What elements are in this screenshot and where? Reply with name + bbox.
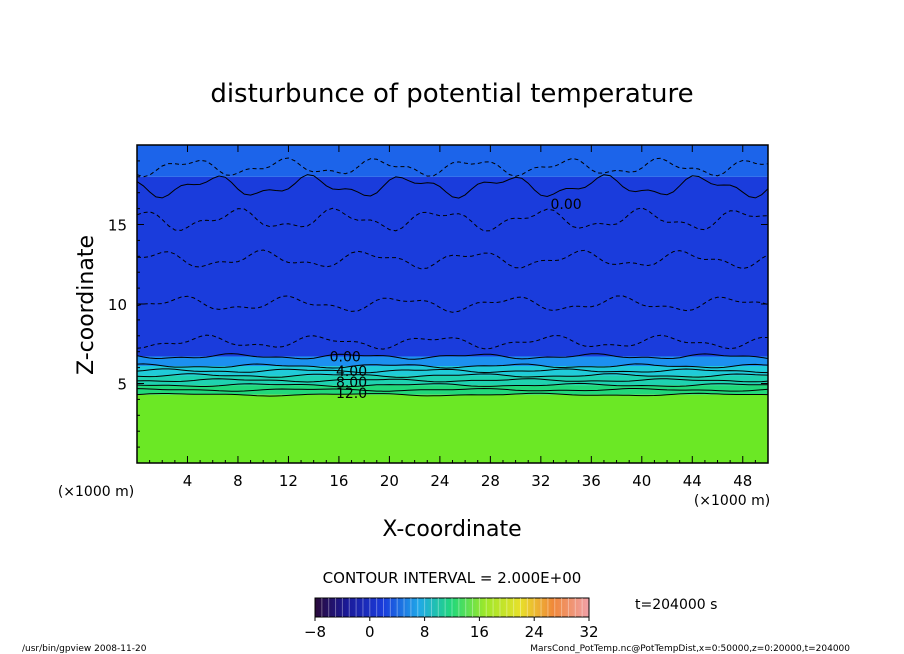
y-tick-label-2: 15 — [108, 217, 127, 235]
field-layer — [137, 145, 768, 463]
field-band-0 — [137, 394, 768, 463]
field-band-4 — [137, 356, 768, 367]
x-tick-label-5: 24 — [430, 472, 449, 490]
field-band-5 — [137, 176, 768, 357]
contour-layer — [137, 157, 768, 397]
chart-title: disturbunce of potential temperature — [210, 79, 693, 109]
contour-label-0: 0.00 — [330, 349, 361, 365]
colorbar-axis: −8 0 8 16 24 32 — [304, 617, 599, 641]
field-band-2 — [137, 375, 768, 386]
footer-left: /usr/bin/gpview 2008-11-20 — [22, 644, 147, 654]
colorbar — [314, 597, 590, 618]
contour-line-9 — [137, 295, 768, 313]
contour-line-11 — [137, 207, 768, 232]
time-label: t=204000 s — [635, 597, 717, 613]
contour-interval-label: CONTOUR INTERVAL = 2.000E+00 — [323, 569, 582, 587]
colorbar-tick-label-5: 32 — [579, 623, 598, 641]
contour-line-0 — [137, 392, 768, 397]
x-tick-label-4: 20 — [380, 472, 399, 490]
x-axis: 4 8 12 16 20 24 28 32 36 40 44 48 — [149, 145, 756, 490]
x-tick-label-10: 44 — [683, 472, 702, 490]
contour-line-10 — [137, 249, 768, 270]
x-tick-label-1: 8 — [233, 472, 243, 490]
contour-line-13 — [137, 157, 768, 178]
field-band-6 — [137, 145, 768, 177]
x-tick-label-11: 48 — [733, 472, 752, 490]
x-tick-label-6: 28 — [481, 472, 500, 490]
x-tick-label-7: 32 — [531, 472, 550, 490]
contour-line-5 — [137, 368, 768, 374]
x-tick-label-3: 16 — [329, 472, 348, 490]
x-axis-unit-right: (×1000 m) — [694, 493, 770, 509]
contour-line-2 — [137, 382, 768, 388]
x-tick-label-0: 4 — [183, 472, 193, 490]
contour-label-2: 8.00 — [336, 375, 367, 391]
contour-line-8 — [137, 334, 768, 350]
y-tick-label-1: 10 — [108, 296, 127, 314]
y-axis-label: Z-coordinate — [74, 235, 99, 375]
contour-line-7 — [137, 353, 768, 360]
contour-line-4 — [137, 373, 768, 378]
x-axis-unit-left: (×1000 m) — [58, 484, 134, 500]
x-axis-label: X-coordinate — [382, 517, 521, 542]
colorbar-tick-label-0: −8 — [304, 623, 326, 641]
colorbar-tick-label-3: 16 — [470, 623, 489, 641]
contour-label-4: 0.00 — [550, 197, 581, 213]
y-axis: 5 10 15 — [108, 160, 768, 448]
y-tick-label-0: 5 — [117, 376, 127, 394]
x-tick-label-9: 40 — [632, 472, 651, 490]
plot-area — [136, 144, 769, 464]
colorbar-tick-label-1: 0 — [365, 623, 375, 641]
footer-right: MarsCond_PotTemp.nc@PotTempDist,x=0:5000… — [530, 644, 850, 654]
contour-line-1 — [137, 387, 768, 392]
contour-label-1: 4.00 — [336, 364, 367, 380]
x-tick-label-8: 36 — [582, 472, 601, 490]
x-tick-label-2: 12 — [279, 472, 298, 490]
contour-label-3: 12.0 — [336, 386, 367, 402]
field-band-3 — [137, 366, 768, 376]
contour-line-3 — [137, 378, 768, 383]
contour-line-12 — [137, 174, 768, 199]
colorbar-tick-label-2: 8 — [420, 623, 430, 641]
contour-line-6 — [137, 363, 768, 369]
colorbar-tick-label-4: 24 — [525, 623, 544, 641]
colorbar-bands — [321, 598, 583, 617]
